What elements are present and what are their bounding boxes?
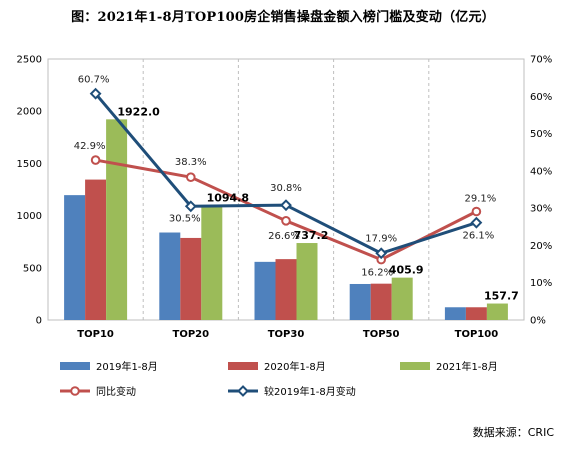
bar	[201, 205, 223, 320]
bar-value-label: 157.7	[484, 290, 519, 303]
bar	[64, 195, 86, 320]
bar	[254, 261, 276, 320]
category-label: TOP20	[173, 329, 210, 340]
bar-value-label: 405.9	[389, 264, 424, 277]
bar	[370, 283, 392, 320]
yoy-label: 16.2%	[361, 268, 393, 279]
yoy-label: 38.3%	[175, 157, 207, 168]
bar	[296, 243, 318, 320]
bar-value-label: 1922.0	[117, 105, 160, 118]
legend-label: 2019年1-8月	[96, 360, 158, 373]
category-label: TOP100	[455, 329, 499, 340]
legend-label: 2020年1-8月	[264, 360, 326, 373]
bar	[444, 307, 466, 320]
yoy-label: 29.1%	[465, 193, 497, 204]
category-label: TOP30	[268, 329, 305, 340]
bar	[349, 283, 371, 320]
bar	[391, 277, 413, 320]
legend-label: 同比变动	[96, 385, 136, 398]
line-point	[470, 216, 483, 229]
bar	[85, 179, 107, 320]
line-point	[375, 247, 388, 260]
left-tick-label: 1000	[17, 211, 42, 222]
right-tick-label: 30%	[530, 204, 552, 215]
bar	[486, 303, 508, 320]
bar	[106, 119, 128, 320]
data-source: 数据来源：CRIC	[472, 426, 554, 439]
legend-swatch	[400, 362, 430, 370]
legend-swatch	[228, 362, 258, 370]
vs2019-label: 30.5%	[169, 213, 201, 224]
vs2019-label: 17.9%	[365, 233, 397, 244]
right-tick-label: 0%	[530, 316, 546, 327]
right-tick-label: 50%	[530, 129, 552, 140]
right-tick-label: 70%	[530, 55, 552, 66]
bar	[159, 232, 181, 320]
line-point	[89, 87, 102, 100]
bar	[465, 307, 487, 320]
left-tick-label: 500	[23, 263, 42, 274]
line-point	[280, 199, 292, 212]
right-tick-label: 40%	[530, 166, 552, 177]
vs2019-label: 60.7%	[78, 75, 110, 86]
line-point	[90, 155, 101, 165]
yoy-label: 26.6%	[268, 231, 300, 242]
legend-label: 2021年1-8月	[436, 360, 498, 373]
bar-value-label: 1094.8	[207, 192, 249, 205]
category-label: TOP10	[77, 329, 114, 340]
yoy-label: 42.9%	[74, 141, 106, 152]
left-tick-label: 2500	[17, 55, 42, 66]
chart-title: 图：2021年1-8月TOP100房企销售操盘金额入榜门槛及变动（亿元）	[71, 10, 495, 25]
right-tick-label: 60%	[530, 92, 552, 103]
legend-marker	[70, 386, 80, 396]
left-tick-label: 2000	[17, 107, 42, 118]
left-tick-label: 1500	[17, 159, 42, 170]
vs2019-label: 26.1%	[463, 231, 495, 242]
bar-value-label: 737.2	[294, 229, 329, 242]
legend-label: 较2019年1-8月变动	[264, 385, 356, 398]
line-point	[281, 216, 291, 226]
legend-marker	[237, 385, 249, 397]
line-point	[184, 200, 197, 213]
category-label: TOP50	[363, 329, 400, 340]
right-tick-label: 10%	[530, 278, 552, 289]
bar	[275, 259, 297, 320]
line-point	[471, 206, 482, 217]
line-point	[186, 172, 196, 182]
vs2019-label: 30.8%	[270, 183, 302, 194]
legend-swatch	[60, 362, 90, 370]
bar	[180, 237, 202, 320]
left-tick-label: 0	[36, 316, 42, 327]
right-tick-label: 20%	[530, 241, 552, 252]
